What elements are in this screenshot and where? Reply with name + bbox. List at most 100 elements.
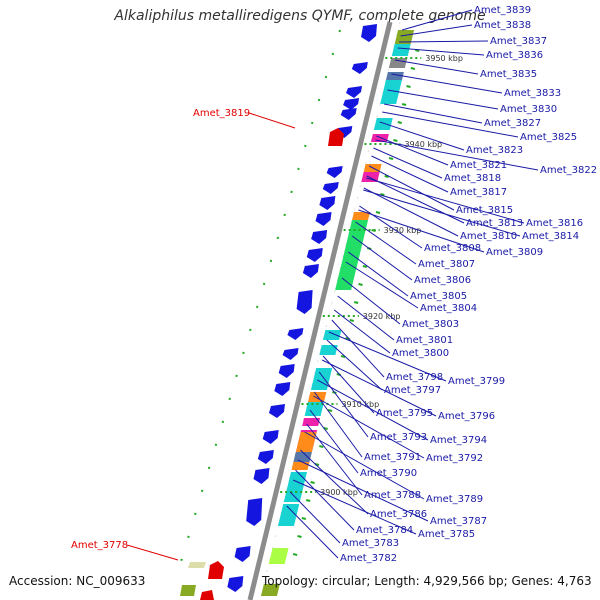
gene-label: Amet_3830 <box>500 104 557 115</box>
genome-summary: Topology: circular; Length: 4,929,566 bp… <box>262 574 592 588</box>
gene-label: Amet_3789 <box>426 494 483 505</box>
gene-block <box>335 268 357 290</box>
gene-tick <box>375 211 381 214</box>
gene-block <box>373 118 393 130</box>
gene-block <box>388 58 408 68</box>
gene-leader-line <box>318 371 369 438</box>
accession-text: Accession: NC_009633 <box>9 574 146 588</box>
gene-tick <box>301 517 307 520</box>
highlight-leader-line <box>248 112 296 129</box>
gene-label: Amet_3813 <box>466 218 523 229</box>
gene-tick <box>310 481 315 484</box>
gene-label: Amet_3810 <box>460 231 517 242</box>
gene-label: Amet_3796 <box>438 411 495 422</box>
gene-leader-line <box>313 391 363 458</box>
gene-leader-line <box>347 251 409 297</box>
gene-label: Amet_3825 <box>520 132 577 143</box>
gene-label: Amet_3790 <box>360 468 417 479</box>
gene-label: Amet_3794 <box>430 435 487 446</box>
gene-label: Amet_3804 <box>420 303 477 314</box>
gene-leader-line <box>304 431 425 500</box>
gene-leader-line <box>366 177 525 224</box>
gene-leader-line <box>376 135 449 166</box>
gene-arrow <box>326 166 343 178</box>
gene-arrow <box>268 404 285 418</box>
genome-backbone <box>247 21 393 600</box>
gene-tick <box>401 103 407 106</box>
kbp-label: 3930 kbp <box>384 226 422 235</box>
gene-label: Amet_3808 <box>424 243 481 254</box>
gene-tick <box>406 85 411 88</box>
highlight-leader-line <box>126 544 179 561</box>
gene-arrow <box>302 264 319 278</box>
gene-arrow <box>319 196 336 210</box>
gene-leader-line <box>306 423 363 496</box>
gene-label: Amet_3822 <box>540 165 597 176</box>
gene-label: Amet_3814 <box>522 231 579 242</box>
gene-arrow <box>278 364 295 378</box>
gene-leader-line <box>333 309 391 354</box>
gene-block <box>180 585 196 596</box>
gene-leader-line <box>399 40 489 43</box>
gene-leader-line <box>363 189 521 237</box>
gene-arrow <box>253 468 270 484</box>
gene-leader-line <box>384 103 483 124</box>
gene-label: Amet_3784 <box>356 525 413 536</box>
gene-label: Amet_3788 <box>364 490 421 501</box>
gene-block <box>283 472 308 502</box>
gene-block <box>291 462 310 470</box>
gene-block <box>322 330 342 340</box>
gene-arrow <box>315 212 332 226</box>
gene-tick <box>414 49 420 52</box>
gene-label: Amet_3783 <box>342 538 399 549</box>
gene-leader-line <box>289 491 341 544</box>
kbp-label: 3900 kbp <box>320 488 358 497</box>
gene-tick <box>349 319 355 322</box>
gene-leader-line <box>321 359 437 417</box>
gene-label: Amet_3803 <box>402 319 459 330</box>
gene-tick <box>340 355 346 358</box>
gene-arrow <box>311 230 328 244</box>
gene-label: Amet_3838 <box>474 20 531 31</box>
gene-label: Amet_3839 <box>474 5 531 16</box>
gene-label: Amet_3823 <box>466 145 523 156</box>
gene-tick <box>358 283 363 286</box>
gene-label: Amet_3786 <box>370 509 427 520</box>
gene-label: Amet_3818 <box>444 173 501 184</box>
gene-block <box>304 402 324 416</box>
gene-label: Amet_3805 <box>410 291 467 302</box>
gene-arrow <box>343 98 360 110</box>
gene-arrow <box>346 86 363 98</box>
gene-leader-line <box>379 121 465 151</box>
gene-tick <box>297 535 302 538</box>
gene-block <box>319 345 338 355</box>
gene-label: Amet_3809 <box>486 247 543 258</box>
gene-leader-line <box>313 395 425 459</box>
gene-tick <box>362 265 368 268</box>
gene-leader-line <box>359 205 423 249</box>
gene-leader-line <box>397 47 485 56</box>
highlight-gene-label: Amet_3819 <box>193 108 250 119</box>
gene-arrow <box>234 546 251 562</box>
kbp-label: 3920 kbp <box>363 312 401 321</box>
gene-label: Amet_3835 <box>480 69 537 80</box>
gene-label: Amet_3806 <box>414 275 471 286</box>
gene-leader-line <box>375 139 539 171</box>
gene-label: Amet_3795 <box>376 408 433 419</box>
gene-leader-line <box>295 469 355 531</box>
gene-leader-line <box>373 147 443 179</box>
gene-label: Amet_3807 <box>418 259 475 270</box>
gene-label: Amet_3797 <box>384 385 441 396</box>
gene-leader-line <box>337 295 395 341</box>
gene-label: Amet_3817 <box>450 187 507 198</box>
gene-leader-line <box>297 459 429 522</box>
gene-arrow <box>361 24 378 42</box>
gene-block <box>277 504 300 526</box>
gene-arrow <box>274 382 291 396</box>
gene-leader-line <box>331 319 385 378</box>
gene-block <box>394 30 415 44</box>
gene-leader-line <box>286 505 339 559</box>
gene-leader-line <box>322 355 375 414</box>
gene-block <box>188 562 206 568</box>
